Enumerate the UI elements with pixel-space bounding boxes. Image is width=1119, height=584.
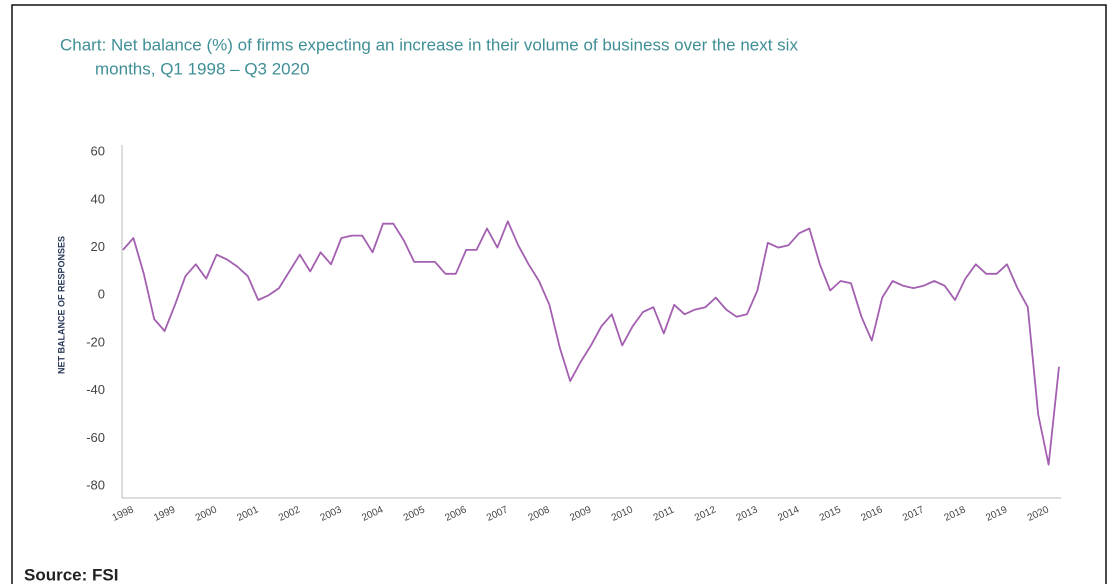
- y-tick-label: -60: [86, 430, 105, 445]
- source: Source: FSI: [24, 565, 118, 584]
- x-tick-label: 2009: [568, 504, 593, 524]
- x-tick-label: 2006: [443, 504, 468, 524]
- y-tick-label: 0: [98, 287, 105, 302]
- y-tick-label: 60: [91, 144, 105, 159]
- x-tick-label: 2002: [277, 504, 302, 524]
- x-tick-label: 2018: [943, 504, 968, 524]
- y-axis-label: NET BALANCE OF RESPONSES: [56, 236, 66, 374]
- x-tick-label: 2017: [901, 504, 926, 524]
- y-tick-label: 40: [91, 191, 105, 206]
- x-tick-label: 2001: [235, 504, 260, 524]
- x-tick-label: 2019: [984, 504, 1009, 524]
- x-tick-label: 2012: [693, 504, 718, 524]
- y-tick-label: -80: [86, 478, 105, 493]
- x-tick-label: 2000: [194, 504, 219, 524]
- x-tick-label: 1998: [111, 504, 136, 524]
- x-tick-label: 2007: [485, 504, 510, 524]
- x-tick-label: 2010: [610, 504, 635, 524]
- x-tick-label: 2004: [360, 504, 385, 524]
- x-tick-label: 2005: [402, 504, 427, 524]
- y-tick-label: 20: [91, 239, 105, 254]
- chart-title: Chart: Net balance (%) of firms expectin…: [60, 35, 798, 54]
- x-tick-label: 2008: [527, 504, 552, 524]
- x-tick-label: 2011: [652, 504, 677, 523]
- chart-title: months, Q1 1998 – Q3 2020: [95, 59, 310, 78]
- frame: [11, 4, 1107, 584]
- x-tick-label: 2003: [319, 504, 344, 524]
- x-tick-label: 2015: [818, 504, 843, 524]
- y-tick-label: -40: [86, 382, 105, 397]
- x-tick-label: 2020: [1026, 504, 1051, 524]
- data-line: [122, 220, 1060, 466]
- x-tick-label: 2013: [735, 504, 760, 524]
- x-tick-label: 2014: [776, 504, 801, 524]
- y-tick-label: -20: [86, 334, 105, 349]
- x-tick-label: 2016: [859, 504, 884, 524]
- x-tick-label: 1999: [152, 504, 177, 524]
